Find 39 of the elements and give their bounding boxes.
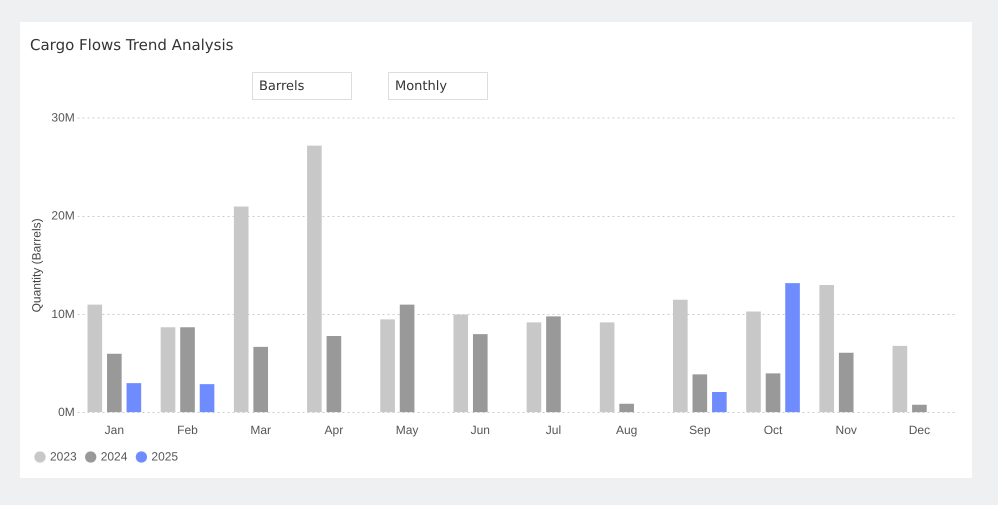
legend-label: 2024 [100, 449, 128, 464]
y-axis-title: Quantity (Barrels) [30, 218, 44, 312]
x-tick-label: Jun [470, 423, 490, 438]
x-tick-label: Nov [836, 423, 857, 438]
bar [838, 352, 854, 412]
bar [546, 316, 561, 412]
x-tick-label: Jul [546, 423, 562, 438]
text: Monthly [388, 72, 488, 100]
x-tick-label: Sep [689, 423, 711, 438]
bar [400, 304, 414, 412]
bar [326, 336, 342, 412]
bar [692, 374, 708, 412]
bar [200, 384, 214, 412]
bar [785, 283, 800, 412]
x-tick-label: Aug [616, 423, 638, 438]
bar [107, 354, 122, 412]
x-tick-label: Apr [324, 423, 344, 438]
y-tick-label: 20M [51, 208, 75, 223]
bar [180, 327, 195, 412]
y-tick-label: 0M [58, 404, 75, 419]
bar [126, 383, 142, 412]
y-tick-label: 30M [51, 110, 75, 125]
y-tick-label: 10M [51, 306, 75, 321]
bar [253, 346, 268, 412]
text: Barrels [252, 72, 352, 100]
x-tick-label: Feb [177, 423, 198, 438]
legend-label: 2023 [50, 449, 78, 464]
bar [712, 392, 727, 412]
bar [472, 334, 488, 412]
chart-title: Cargo Flows Trend Analysis [30, 36, 234, 54]
x-tick-label: Dec [908, 423, 930, 438]
legend-label: 2025 [151, 449, 178, 464]
bar [619, 404, 634, 412]
x-tick-label: May [396, 423, 418, 438]
x-tick-label: Oct [764, 423, 784, 438]
x-tick-label: Jan [104, 423, 124, 438]
x-tick-label: Mar [250, 423, 272, 438]
bar [912, 404, 927, 412]
bar [766, 373, 780, 412]
